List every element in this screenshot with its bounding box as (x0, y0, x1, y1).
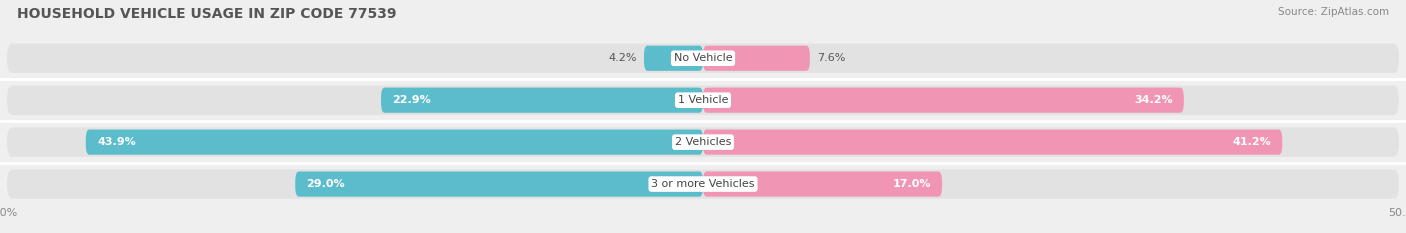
Text: 29.0%: 29.0% (307, 179, 344, 189)
Text: 22.9%: 22.9% (392, 95, 432, 105)
FancyBboxPatch shape (7, 44, 1399, 73)
Text: 41.2%: 41.2% (1232, 137, 1271, 147)
FancyBboxPatch shape (381, 88, 703, 113)
Text: 43.9%: 43.9% (97, 137, 136, 147)
Text: 17.0%: 17.0% (893, 179, 931, 189)
Text: 1 Vehicle: 1 Vehicle (678, 95, 728, 105)
Text: Source: ZipAtlas.com: Source: ZipAtlas.com (1278, 7, 1389, 17)
Text: No Vehicle: No Vehicle (673, 53, 733, 63)
Text: 7.6%: 7.6% (817, 53, 845, 63)
FancyBboxPatch shape (7, 127, 1399, 157)
Text: HOUSEHOLD VEHICLE USAGE IN ZIP CODE 77539: HOUSEHOLD VEHICLE USAGE IN ZIP CODE 7753… (17, 7, 396, 21)
FancyBboxPatch shape (703, 88, 1184, 113)
FancyBboxPatch shape (295, 171, 703, 197)
FancyBboxPatch shape (7, 86, 1399, 115)
FancyBboxPatch shape (703, 130, 1282, 155)
Text: 4.2%: 4.2% (609, 53, 637, 63)
FancyBboxPatch shape (703, 171, 942, 197)
FancyBboxPatch shape (703, 46, 810, 71)
FancyBboxPatch shape (7, 169, 1399, 199)
Text: 34.2%: 34.2% (1135, 95, 1173, 105)
FancyBboxPatch shape (86, 130, 703, 155)
FancyBboxPatch shape (644, 46, 703, 71)
Text: 3 or more Vehicles: 3 or more Vehicles (651, 179, 755, 189)
Text: 2 Vehicles: 2 Vehicles (675, 137, 731, 147)
